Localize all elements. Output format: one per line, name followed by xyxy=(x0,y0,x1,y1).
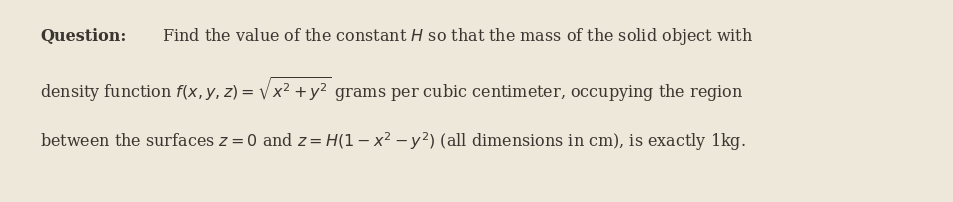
Text: density function $f(x, y, z) = \sqrt{x^2 + y^2}$ grams per cubic centimeter, occ: density function $f(x, y, z) = \sqrt{x^2… xyxy=(40,75,742,103)
Text: Find the value of the constant $H$ so that the mass of the solid object with: Find the value of the constant $H$ so th… xyxy=(152,26,752,47)
Text: between the surfaces $z = 0$ and $z = H(1 - x^2 - y^2)$ (all dimensions in cm), : between the surfaces $z = 0$ and $z = H(… xyxy=(40,130,745,153)
Text: Question:: Question: xyxy=(40,28,127,45)
